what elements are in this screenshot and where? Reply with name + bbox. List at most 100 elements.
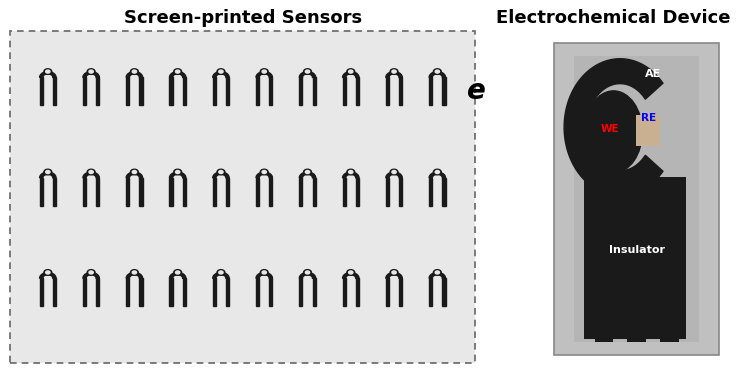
Bar [312, 278, 316, 306]
Polygon shape [429, 172, 446, 178]
Bar [399, 178, 402, 206]
Circle shape [347, 270, 355, 275]
Circle shape [131, 69, 138, 74]
Bar [269, 278, 272, 306]
Circle shape [433, 270, 441, 275]
Polygon shape [213, 272, 230, 278]
Polygon shape [429, 71, 446, 77]
Circle shape [217, 69, 225, 74]
Bar [183, 278, 186, 306]
Bar [399, 278, 402, 306]
Circle shape [435, 271, 439, 274]
Bar [269, 178, 272, 206]
Polygon shape [213, 172, 230, 178]
Circle shape [46, 70, 50, 73]
Bar [386, 278, 389, 306]
Circle shape [173, 169, 182, 175]
Polygon shape [342, 272, 359, 278]
Bar [356, 278, 359, 306]
Circle shape [89, 271, 93, 274]
Polygon shape [300, 272, 316, 278]
Circle shape [46, 271, 50, 274]
Circle shape [348, 170, 353, 174]
Bar [213, 178, 216, 206]
Bar [300, 278, 303, 306]
Bar [574, 55, 699, 342]
Polygon shape [83, 172, 100, 178]
Bar [213, 278, 216, 306]
Circle shape [433, 69, 441, 74]
Circle shape [218, 271, 223, 274]
Polygon shape [386, 71, 402, 77]
Bar [126, 178, 129, 206]
Circle shape [44, 270, 52, 275]
Circle shape [347, 169, 355, 175]
Circle shape [303, 169, 311, 175]
Polygon shape [40, 71, 56, 77]
Circle shape [131, 270, 138, 275]
Bar [53, 278, 56, 306]
Bar [126, 278, 129, 306]
Bar [226, 178, 230, 206]
Circle shape [173, 270, 182, 275]
Bar [96, 77, 100, 105]
Bar [429, 77, 432, 105]
Circle shape [44, 169, 52, 175]
Bar [226, 77, 230, 105]
Bar [386, 77, 389, 105]
Bar [40, 178, 43, 206]
Circle shape [262, 271, 266, 274]
Circle shape [132, 271, 137, 274]
Circle shape [390, 270, 398, 275]
Circle shape [132, 70, 137, 73]
Bar [584, 177, 686, 339]
Circle shape [87, 270, 95, 275]
Text: WE: WE [601, 124, 619, 134]
Polygon shape [300, 71, 316, 77]
Polygon shape [256, 71, 272, 77]
Circle shape [262, 70, 266, 73]
Bar [342, 178, 346, 206]
Circle shape [217, 270, 225, 275]
Bar [226, 278, 230, 306]
Polygon shape [386, 272, 402, 278]
Bar [170, 77, 173, 105]
Circle shape [392, 170, 396, 174]
Circle shape [131, 169, 138, 175]
Polygon shape [83, 272, 100, 278]
Circle shape [435, 170, 439, 174]
Text: e: e [467, 77, 486, 105]
Polygon shape [126, 71, 142, 77]
Circle shape [173, 69, 182, 74]
Polygon shape [386, 172, 402, 178]
Polygon shape [300, 172, 316, 178]
Bar [554, 43, 719, 355]
Polygon shape [170, 172, 186, 178]
Polygon shape [256, 172, 272, 178]
Polygon shape [40, 172, 56, 178]
Circle shape [87, 69, 95, 74]
Bar [40, 77, 43, 105]
Circle shape [89, 170, 93, 174]
Polygon shape [170, 272, 186, 278]
Circle shape [176, 70, 180, 73]
Bar [627, 224, 646, 342]
Bar [269, 77, 272, 105]
Circle shape [262, 170, 266, 174]
Bar [96, 178, 100, 206]
Polygon shape [342, 71, 359, 77]
Bar [83, 278, 86, 306]
Bar [183, 178, 186, 206]
Circle shape [132, 170, 137, 174]
Bar [386, 178, 389, 206]
Circle shape [218, 170, 223, 174]
Bar [595, 224, 613, 342]
Circle shape [303, 270, 311, 275]
Circle shape [392, 271, 396, 274]
Polygon shape [83, 71, 100, 77]
Circle shape [390, 69, 398, 74]
Bar [429, 278, 432, 306]
Bar [83, 77, 86, 105]
Polygon shape [40, 272, 56, 278]
Circle shape [433, 169, 441, 175]
